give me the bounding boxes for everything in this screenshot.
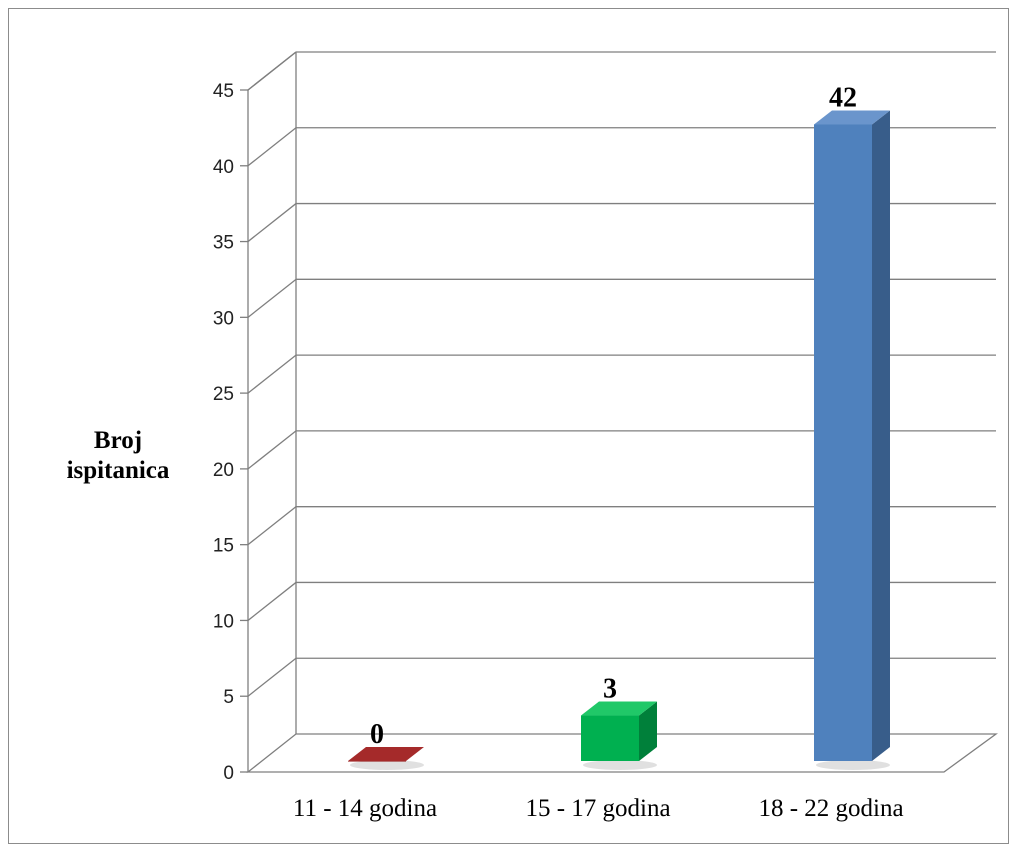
bar-top xyxy=(814,110,890,125)
bar xyxy=(348,761,406,762)
y-tick-label: 0 xyxy=(223,763,234,784)
y-axis-label-line-1: Broj xyxy=(93,427,143,454)
y-tick-label: 35 xyxy=(213,233,234,254)
gridline-connector xyxy=(247,506,297,546)
bar xyxy=(581,715,639,761)
y-tick-label: 40 xyxy=(213,157,234,178)
bar-side xyxy=(639,701,657,761)
chart-frame xyxy=(8,8,1009,844)
gridline-connector xyxy=(247,354,297,394)
gridline-connector xyxy=(247,657,297,697)
y-tick-label: 10 xyxy=(213,611,234,632)
x-tick-label: 18 - 22 godina xyxy=(758,795,903,822)
chart-floor xyxy=(246,733,998,773)
x-tick-label: 15 - 17 godina xyxy=(525,795,670,822)
gridline-connector xyxy=(247,581,297,621)
bar-shadow xyxy=(350,760,424,770)
y-tick-label: 45 xyxy=(213,81,234,102)
bar-top xyxy=(348,747,424,761)
y-tick-label: 5 xyxy=(223,687,234,708)
bar-side xyxy=(872,110,890,761)
x-tick-label: 11 - 14 godina xyxy=(293,795,437,822)
bar-shadow xyxy=(583,760,657,770)
bar-top xyxy=(581,701,657,716)
data-label: 0 xyxy=(370,719,384,750)
gridline-connector xyxy=(247,51,297,91)
gridline-connector xyxy=(247,430,297,470)
data-label: 3 xyxy=(603,674,617,705)
y-tick-label: 30 xyxy=(213,308,234,329)
y-axis-label-line-2: ispitanica xyxy=(66,457,170,484)
y-tick-label: 15 xyxy=(213,536,234,557)
data-label: 42 xyxy=(829,82,857,113)
y-tick-label: 25 xyxy=(213,384,234,405)
y-axis-label: Broj ispitanica xyxy=(48,426,188,486)
y-tick-label: 20 xyxy=(213,460,234,481)
bar xyxy=(814,124,872,761)
gridline-connector xyxy=(247,127,297,167)
bar-shadow xyxy=(816,760,890,770)
gridline-connector xyxy=(247,203,297,243)
gridline-connector xyxy=(247,278,297,318)
